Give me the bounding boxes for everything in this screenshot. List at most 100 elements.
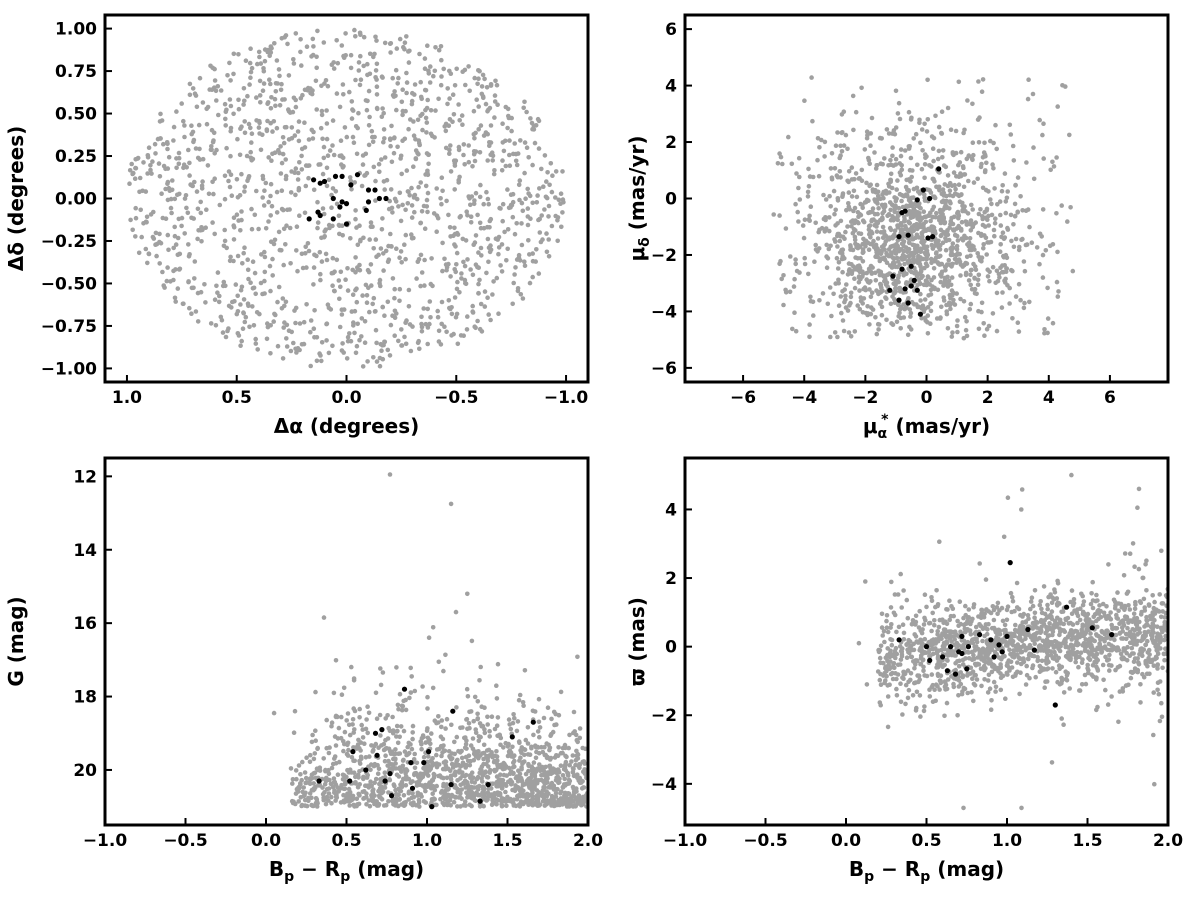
field-star-point [532, 709, 538, 714]
field-star-point [893, 203, 898, 208]
field-star-point [905, 247, 911, 252]
field-star-point [570, 784, 576, 790]
field-star-point [320, 136, 325, 142]
field-star-point [825, 301, 831, 307]
field-star-point [491, 279, 496, 284]
field-star-point [829, 151, 835, 156]
field-star-point [778, 154, 784, 160]
field-star-point [198, 210, 204, 216]
field-star-point [906, 296, 911, 301]
member-star-point [426, 749, 432, 755]
field-star-point [260, 88, 266, 93]
field-star-point [305, 88, 310, 93]
field-star-point [439, 724, 444, 730]
field-star-point [495, 792, 501, 798]
field-star-point [835, 130, 840, 135]
field-star-point [864, 129, 870, 134]
field-star-point [216, 299, 222, 305]
field-star-point [963, 327, 969, 333]
field-star-point [811, 313, 816, 318]
field-star-point [331, 288, 337, 294]
field-star-point [179, 215, 185, 221]
field-star-point [454, 311, 460, 317]
field-star-point [341, 739, 346, 744]
field-star-point [418, 79, 424, 85]
field-star-point [895, 211, 901, 217]
field-star-point [256, 125, 262, 130]
field-star-point [288, 766, 294, 771]
field-star-point [541, 797, 547, 803]
field-star-point [468, 202, 473, 208]
field-star-point [374, 61, 380, 67]
field-star-point [431, 73, 436, 79]
field-star-point [947, 206, 952, 211]
field-star-point [1136, 566, 1142, 572]
field-star-point [211, 191, 216, 197]
field-star-point [250, 304, 255, 309]
field-star-point [790, 326, 795, 332]
field-star-point [1002, 171, 1008, 176]
field-star-point [852, 276, 857, 282]
field-star-point [503, 138, 508, 144]
field-star-point [349, 309, 355, 314]
member-star-point [321, 178, 328, 185]
field-star-point [975, 282, 981, 288]
field-star-point [495, 798, 501, 803]
field-star-point [311, 756, 317, 762]
field-star-point [419, 794, 424, 799]
field-star-point [1042, 330, 1047, 336]
field-star-point [530, 251, 535, 256]
field-star-point [211, 85, 217, 90]
field-star-point [827, 215, 832, 220]
field-star-point [939, 131, 945, 136]
field-star-point [864, 135, 870, 141]
field-star-point [340, 233, 346, 238]
field-star-point [472, 749, 477, 755]
field-star-point [981, 246, 986, 251]
field-star-point [485, 158, 491, 163]
field-star-point [880, 210, 885, 216]
field-star-point [939, 304, 944, 310]
field-star-point [321, 615, 327, 620]
field-star-point [428, 315, 433, 320]
field-star-point [246, 176, 251, 181]
field-star-point [414, 276, 419, 281]
field-star-point [783, 226, 789, 231]
field-star-point [848, 334, 854, 339]
field-star-point [428, 758, 434, 763]
field-star-point [577, 765, 582, 771]
field-star-point [478, 245, 484, 251]
field-star-point [560, 784, 566, 790]
field-star-point [846, 261, 852, 266]
field-star-point [405, 744, 411, 750]
field-star-point [423, 107, 428, 113]
field-star-point [253, 188, 259, 194]
field-star-point [418, 180, 424, 185]
field-star-point [1013, 236, 1019, 242]
field-star-point [487, 728, 492, 734]
field-star-point [958, 149, 964, 155]
field-star-point [339, 692, 345, 697]
field-star-point [269, 203, 275, 209]
field-star-point [434, 720, 439, 726]
field-star-point [287, 225, 293, 231]
field-star-point [500, 121, 505, 126]
field-star-point [557, 780, 562, 785]
field-star-point [509, 799, 514, 804]
field-star-point [869, 271, 875, 276]
field-star-point [894, 319, 900, 325]
field-star-point [241, 86, 247, 91]
field-star-point [303, 775, 309, 781]
field-star-point [838, 218, 844, 224]
field-star-point [255, 347, 260, 352]
field-star-point [373, 34, 378, 40]
field-star-point [583, 746, 588, 752]
field-star-point [563, 767, 568, 773]
field-star-point [436, 714, 441, 719]
field-star-point [823, 217, 828, 223]
field-star-point [226, 178, 231, 184]
field-star-point [516, 739, 522, 744]
field-star-point [460, 122, 465, 127]
field-star-point [403, 783, 409, 788]
field-star-point [566, 745, 571, 751]
